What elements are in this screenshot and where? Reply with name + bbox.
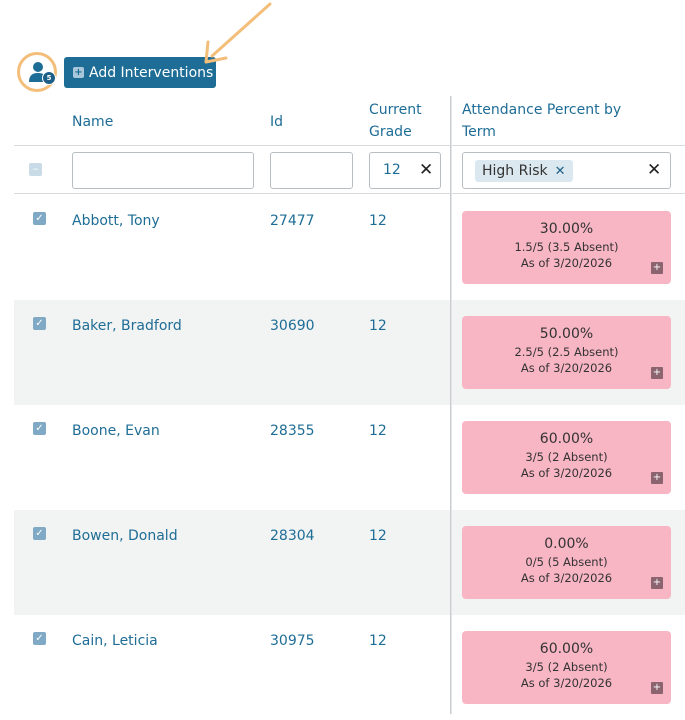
student-grade: 12 bbox=[369, 528, 387, 544]
student-grade: 12 bbox=[369, 213, 387, 229]
attendance-as-of: As of 3/20/2026 bbox=[520, 466, 613, 480]
expand-icon[interactable]: + bbox=[651, 367, 663, 379]
expand-icon[interactable]: + bbox=[651, 682, 663, 694]
attendance-filter-clear-icon[interactable]: ✕ bbox=[647, 160, 662, 180]
high-risk-chip-label: High Risk bbox=[482, 163, 548, 179]
student-name-link[interactable]: Boone, Evan bbox=[72, 423, 160, 439]
student-id: 28355 bbox=[270, 423, 315, 439]
row-checkbox[interactable]: ✓ bbox=[33, 317, 46, 330]
expand-icon[interactable]: + bbox=[651, 472, 663, 484]
selected-count-badge: 5 bbox=[42, 71, 56, 85]
attendance-card: 30.00% 1.5/5 (3.5 Absent) As of 3/20/202… bbox=[462, 211, 671, 284]
row-checkbox[interactable]: ✓ bbox=[33, 632, 46, 645]
attendance-percent: 60.00% bbox=[539, 431, 594, 447]
annotation-arrow-icon bbox=[204, 2, 272, 64]
attendance-detail: 0/5 (5 Absent) bbox=[525, 555, 608, 569]
student-name-link[interactable]: Baker, Bradford bbox=[72, 318, 182, 334]
attendance-detail: 1.5/5 (3.5 Absent) bbox=[514, 240, 619, 254]
attendance-card: 50.00% 2.5/5 (2.5 Absent) As of 3/20/202… bbox=[462, 316, 671, 389]
student-grade: 12 bbox=[369, 633, 387, 649]
attendance-card: 60.00% 3/5 (2 Absent) As of 3/20/2026 + bbox=[462, 421, 671, 494]
student-name-link[interactable]: Cain, Leticia bbox=[72, 633, 158, 649]
header-attendance-line2[interactable]: Term bbox=[462, 124, 496, 140]
attendance-percent: 0.00% bbox=[544, 536, 589, 552]
student-grade: 12 bbox=[369, 318, 387, 334]
attendance-detail: 3/5 (2 Absent) bbox=[525, 660, 608, 674]
student-id: 30975 bbox=[270, 633, 315, 649]
attendance-detail: 2.5/5 (2.5 Absent) bbox=[514, 345, 619, 359]
attendance-percent: 60.00% bbox=[539, 641, 594, 657]
header-current-grade-line2[interactable]: Grade bbox=[369, 124, 412, 140]
attendance-percent: 30.00% bbox=[539, 221, 594, 237]
attendance-detail: 3/5 (2 Absent) bbox=[525, 450, 608, 464]
row-checkbox[interactable]: ✓ bbox=[33, 212, 46, 225]
row-checkbox[interactable]: ✓ bbox=[33, 422, 46, 435]
attendance-as-of: As of 3/20/2026 bbox=[520, 361, 613, 375]
high-risk-chip: High Risk ✕ bbox=[475, 160, 573, 182]
attendance-percent: 50.00% bbox=[539, 326, 594, 342]
student-name-link[interactable]: Bowen, Donald bbox=[72, 528, 178, 544]
id-filter-input[interactable] bbox=[270, 152, 353, 189]
header-attendance-line1[interactable]: Attendance Percent by bbox=[462, 102, 622, 118]
student-grade: 12 bbox=[369, 423, 387, 439]
attendance-as-of: As of 3/20/2026 bbox=[520, 571, 613, 585]
expand-icon[interactable]: + bbox=[651, 262, 663, 274]
student-id: 27477 bbox=[270, 213, 315, 229]
name-filter-input[interactable] bbox=[72, 152, 254, 189]
grade-filter-value: 12 bbox=[383, 162, 401, 178]
filter-row bbox=[14, 145, 685, 194]
chip-remove-icon[interactable]: ✕ bbox=[554, 163, 566, 179]
header-id[interactable]: Id bbox=[270, 114, 284, 130]
attendance-as-of: As of 3/20/2026 bbox=[520, 676, 613, 690]
select-all-checkbox[interactable]: – bbox=[29, 163, 42, 176]
add-interventions-button[interactable]: + Add Interventions bbox=[64, 57, 216, 88]
header-name[interactable]: Name bbox=[72, 114, 114, 130]
add-interventions-label: Add Interventions bbox=[89, 64, 214, 81]
row-checkbox[interactable]: ✓ bbox=[33, 527, 46, 540]
grade-filter-clear-icon[interactable]: ✕ bbox=[419, 160, 434, 180]
student-id: 28304 bbox=[270, 528, 315, 544]
expand-icon[interactable]: + bbox=[651, 577, 663, 589]
student-name-link[interactable]: Abbott, Tony bbox=[72, 213, 160, 229]
header-current-grade-line1[interactable]: Current bbox=[369, 102, 422, 118]
attendance-as-of: As of 3/20/2026 bbox=[520, 256, 613, 270]
student-id: 30690 bbox=[270, 318, 315, 334]
grade-filter-select[interactable] bbox=[369, 152, 441, 189]
attendance-card: 60.00% 3/5 (2 Absent) As of 3/20/2026 + bbox=[462, 631, 671, 704]
attendance-card: 0.00% 0/5 (5 Absent) As of 3/20/2026 + bbox=[462, 526, 671, 599]
column-divider bbox=[450, 96, 452, 714]
plus-icon: + bbox=[73, 67, 84, 78]
